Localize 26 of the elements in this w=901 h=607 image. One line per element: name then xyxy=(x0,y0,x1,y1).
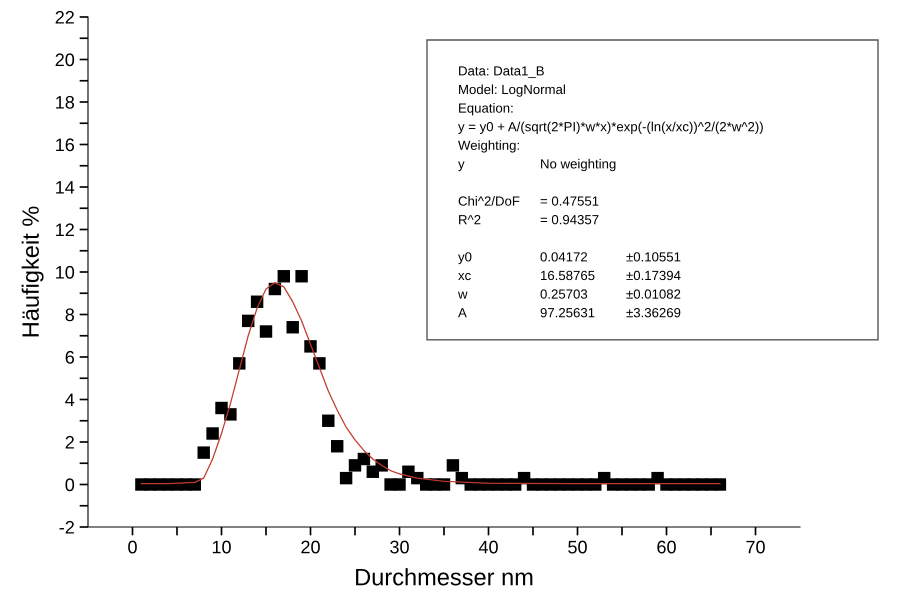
y-tick-label: 14 xyxy=(56,181,74,194)
y-tick-label: -2 xyxy=(60,520,74,534)
x-tick-label: 0 xyxy=(128,540,137,554)
y-tick-label: 22 xyxy=(56,10,74,24)
y-tick-label: 10 xyxy=(56,266,74,279)
y-tick-label: 16 xyxy=(56,138,74,152)
y-tick-label: 0 xyxy=(65,478,74,492)
y-tick-label: 2 xyxy=(66,436,74,449)
text: Data: Data1_B Model: LogNormal Equation: y = y0 + A/(sqrt(2*PI)*w*x)*exp(-(ln(x/xc))^2/(2*w^2)) Weighting: y No weighting xyxy=(458,66,763,172)
y-tick-label: 4 xyxy=(65,394,74,406)
x-tick-label: 10 xyxy=(212,540,231,554)
y-tick-label: 18 xyxy=(56,96,74,109)
x-tick-label: 60 xyxy=(657,540,676,554)
x-tick-label: 20 xyxy=(301,540,320,554)
y-tick-label: 6 xyxy=(66,350,74,364)
x-tick-label: 70 xyxy=(746,540,765,554)
text: Chi^2/DoF = 0.47551 R^2 = 0.94357 xyxy=(458,196,598,224)
x-tick-label: 50 xyxy=(568,540,587,554)
y-tick-label: 8 xyxy=(66,308,74,322)
x-axis-title: Durchmesser nm xyxy=(356,568,532,586)
text: y0 0.04172 ±0.10551 xc 16.58765 ±0.17394 w 0.25703 ±0.01082 A 97.25631 ±3.36269 xyxy=(458,252,681,318)
y-tick-label: 20 xyxy=(56,53,74,66)
x-tick-label: 30 xyxy=(390,540,409,554)
y-axis-title: Häufigkeit % xyxy=(22,206,44,336)
y-tick-label: 12 xyxy=(56,223,74,236)
x-tick-label: 40 xyxy=(478,540,498,554)
